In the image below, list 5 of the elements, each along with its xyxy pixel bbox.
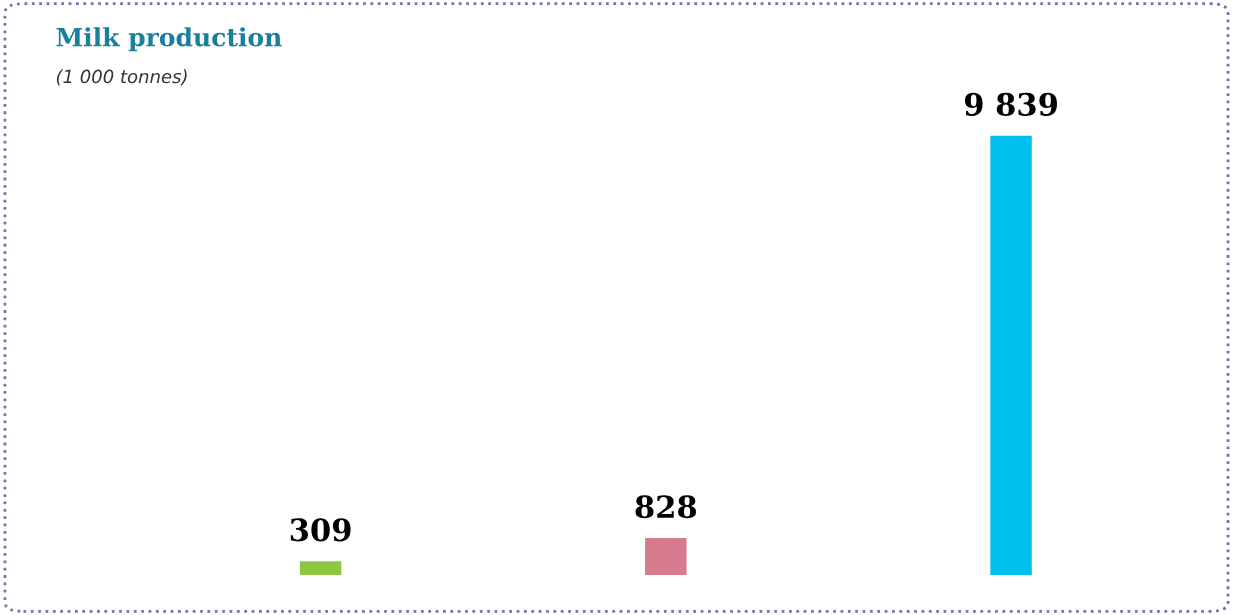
chart-title: Milk production [56, 27, 282, 52]
chart-subtitle: (1 000 tonnes) [56, 69, 187, 86]
data-label: 828 [635, 495, 697, 519]
data-label: 309 [290, 518, 351, 542]
data-label: 9 839 [964, 92, 1057, 116]
